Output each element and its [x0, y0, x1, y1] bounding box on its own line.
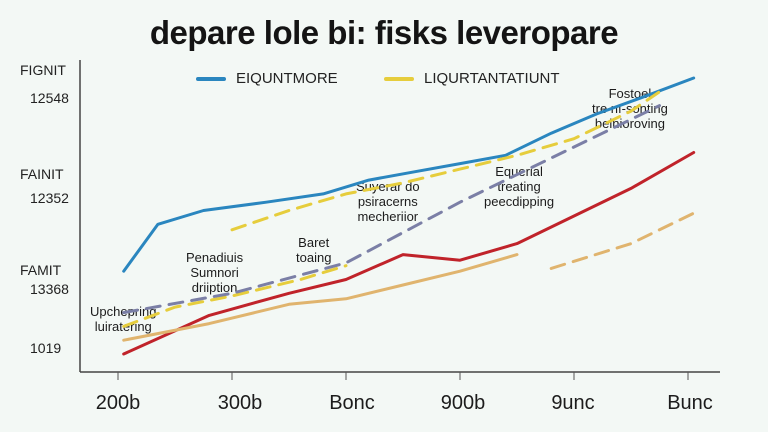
x-tick-label: Bunc [667, 392, 713, 414]
x-tick-label: Bonc [329, 392, 375, 414]
legend-swatch-yellow [384, 76, 414, 81]
x-tick-label: 9unc [551, 392, 595, 414]
y-value-label: 13368 [30, 281, 69, 297]
series-line-3 [122, 104, 661, 315]
y-group-label: FAINIT [20, 166, 64, 182]
legend-label: EIQUNTMORE [236, 70, 338, 87]
legend-item-liqurtantatiunt: LIQURTANTATIUNT [384, 70, 560, 87]
series-line-4 [122, 151, 696, 356]
y-group-label: FIGNIT [20, 62, 66, 78]
y-value-label: 1019 [30, 340, 62, 356]
series-line-2 [230, 90, 661, 232]
series-line-0 [122, 76, 696, 273]
x-tick-label: 900b [440, 392, 486, 414]
x-tick-label: 300b [217, 392, 263, 414]
annotation: Baret toaing [296, 235, 332, 265]
legend-swatch-blue [196, 76, 226, 81]
series-line-5 [122, 253, 519, 342]
series-line-1 [122, 264, 348, 328]
y-value-label: 12352 [30, 190, 69, 206]
annotation: Penadiuis Sumnori driiption [186, 250, 244, 295]
y-group-label: FAMIT [20, 262, 62, 278]
annotation: Suyerar do psiracerns mecheriior [356, 179, 420, 224]
legend-label: LIQURTANTATIUNT [424, 70, 560, 87]
legend-item-eiquntmore: EIQUNTMORE [196, 70, 338, 87]
x-tick-label: 200b [95, 392, 141, 414]
y-value-label: 12548 [30, 90, 69, 106]
series-line-6 [549, 211, 696, 270]
chart-title: depare lole bi: fisks leveropare [149, 14, 619, 51]
